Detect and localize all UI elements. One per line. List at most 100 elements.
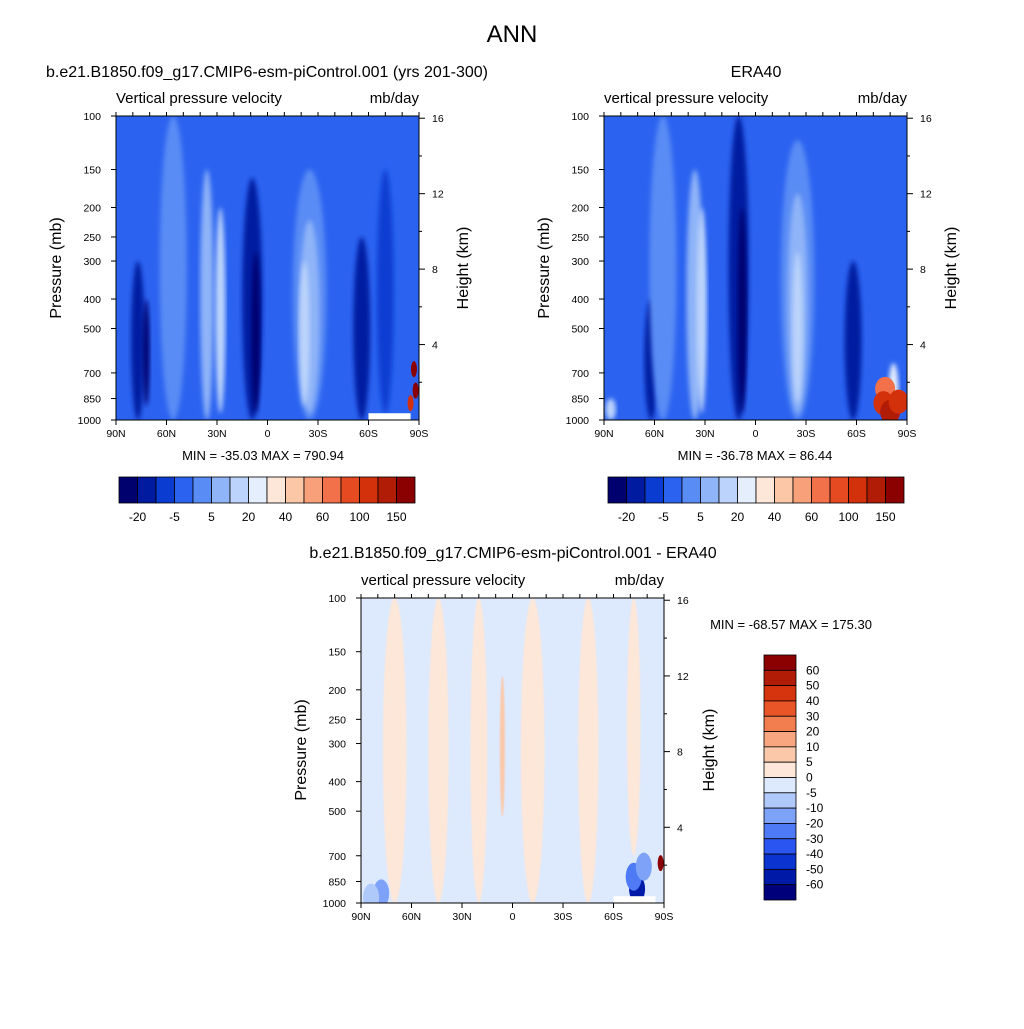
panel-model-title: b.e21.B1850.f09_g17.CMIP6-esm-piControl.… — [46, 64, 488, 81]
colorbar-label: 0 — [806, 771, 813, 785]
y-tick-label: 500 — [328, 806, 346, 818]
colorbar-swatch — [663, 476, 683, 504]
y-tick-label: 250 — [328, 714, 346, 726]
x-tick-label: 30S — [309, 428, 328, 440]
panel-era40-header-left: vertical pressure velocity — [604, 90, 769, 107]
colorbar-swatch — [763, 685, 797, 702]
panel-diff-title: b.e21.B1850.f09_g17.CMIP6-esm-piControl.… — [309, 545, 716, 562]
colorbar-label: 100 — [838, 510, 858, 524]
colorbar-label: -20 — [806, 816, 824, 830]
x-tick-label: 60N — [402, 911, 421, 923]
panel-model-ylabel: Pressure (mb) — [48, 217, 65, 318]
panel-model-header-right: mb/day — [370, 90, 420, 107]
y-tick-label: 100 — [83, 111, 101, 123]
missing-data — [613, 896, 656, 903]
field-feature — [470, 598, 488, 903]
colorbar-swatch — [763, 715, 797, 732]
colorbar-label: 20 — [731, 510, 745, 524]
field-feature — [353, 236, 371, 420]
colorbar-swatch — [155, 476, 175, 504]
x-tick-label: 90S — [410, 428, 429, 440]
colorbar-swatch — [211, 476, 231, 504]
field-feature — [520, 598, 545, 903]
panel-era40-ylabel: Pressure (mb) — [536, 217, 553, 318]
colorbar-swatch — [718, 476, 738, 504]
colorbar-swatch — [763, 838, 797, 855]
y-tick-label: 1000 — [78, 415, 102, 427]
x-tick-label: 30S — [554, 911, 573, 923]
field-cell — [363, 883, 380, 903]
colorbar-swatch — [303, 476, 323, 504]
colorbar-label: 30 — [806, 709, 820, 723]
colorbar-label: -5 — [806, 786, 817, 800]
x-tick-label: 60S — [847, 428, 866, 440]
colorbar-swatch — [192, 476, 212, 504]
panel-era40-header-right: mb/day — [858, 90, 908, 107]
y-tick-label: 1000 — [323, 898, 347, 910]
colorbar-swatch — [137, 476, 157, 504]
colorbar-swatch — [229, 476, 249, 504]
y-tick-label: 700 — [571, 368, 589, 380]
colorbar-swatch — [763, 746, 797, 763]
field-feature — [428, 598, 449, 903]
field-cell — [888, 389, 907, 414]
x-tick-label: 30N — [695, 428, 714, 440]
colorbar-swatch — [118, 476, 138, 504]
colorbar-swatch — [763, 700, 797, 717]
y2-tick-label: 16 — [432, 113, 444, 125]
field-feature — [696, 207, 707, 414]
field-feature — [142, 299, 150, 407]
y-tick-label: 300 — [328, 739, 346, 751]
x-tick-label: 0 — [753, 428, 759, 440]
colorbar-label: 150 — [875, 510, 895, 524]
field-cell — [410, 361, 417, 378]
y-tick-label: 250 — [571, 232, 589, 244]
y-tick-label: 850 — [328, 876, 346, 888]
colorbar-swatch — [285, 476, 305, 504]
x-tick-label: 30N — [207, 428, 226, 440]
colorbar-swatch — [681, 476, 701, 504]
y-tick-label: 850 — [83, 394, 101, 406]
field-layer — [116, 116, 419, 420]
colorbar-swatch — [763, 868, 797, 886]
colorbar-swatch — [848, 476, 868, 504]
panel-model-stats: MIN = -35.03 MAX = 790.94 — [182, 448, 344, 463]
colorbar-label: -20 — [618, 510, 636, 524]
field-feature — [200, 169, 214, 420]
panel-era40-colorbar: -20 -5 5 20 40 60 100 150 — [607, 476, 905, 524]
y-tick-label: 150 — [83, 165, 101, 177]
colorbar-swatch — [763, 777, 797, 794]
panel-diff-y2label: Height (km) — [701, 709, 718, 792]
colorbar-label: 5 — [697, 510, 704, 524]
x-tick-label: 60N — [645, 428, 664, 440]
colorbar-swatch — [737, 476, 757, 504]
colorbar-swatch — [322, 476, 342, 504]
figure-title: ANN — [487, 21, 538, 48]
colorbar-label: 100 — [349, 510, 369, 524]
panel-diff: b.e21.B1850.f09_g17.CMIP6-esm-piControl.… — [293, 545, 872, 923]
colorbar-swatch — [763, 792, 797, 809]
colorbar-label: -50 — [806, 862, 824, 876]
colorbar-swatch — [396, 476, 416, 504]
y-tick-label: 150 — [328, 647, 346, 659]
field-feature — [649, 116, 677, 420]
colorbar-swatch — [174, 476, 194, 504]
colorbar-swatch — [644, 476, 664, 504]
panel-model-header-left: Vertical pressure velocity — [116, 90, 282, 107]
y-tick-label: 700 — [328, 851, 346, 863]
colorbar-label: 10 — [806, 740, 820, 754]
field-feature — [792, 251, 803, 404]
field-feature — [844, 261, 862, 420]
field-feature — [626, 598, 641, 856]
colorbar-swatch — [607, 476, 627, 504]
y-tick-label: 500 — [571, 323, 589, 335]
field-feature — [499, 675, 505, 817]
colorbar-swatch — [763, 761, 797, 778]
y-tick-label: 300 — [571, 256, 589, 268]
colorbar-swatch — [792, 476, 812, 504]
field-cell — [635, 852, 652, 881]
colorbar-label: 20 — [806, 725, 820, 739]
colorbar-label: 60 — [806, 663, 820, 677]
